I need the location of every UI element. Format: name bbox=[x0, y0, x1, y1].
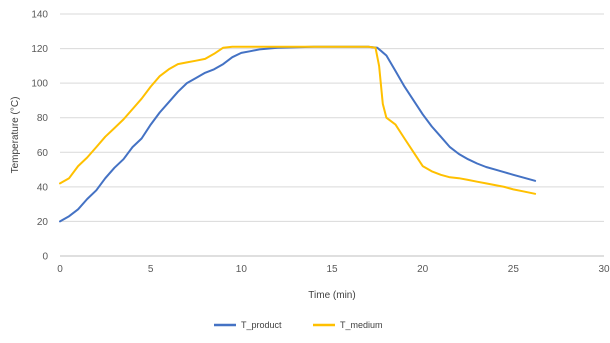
x-tick-label: 15 bbox=[326, 264, 338, 275]
x-tick-label: 20 bbox=[417, 264, 429, 275]
legend-label: T_medium bbox=[340, 320, 383, 330]
y-axis-ticks: 0 20 40 60 80 100 120 140 bbox=[31, 10, 48, 263]
x-tick-label: 25 bbox=[508, 264, 520, 275]
y-tick-label: 60 bbox=[37, 148, 49, 159]
x-tick-label: 5 bbox=[148, 264, 154, 275]
y-tick-label: 20 bbox=[37, 217, 49, 228]
y-tick-label: 120 bbox=[31, 44, 48, 55]
legend-label: T_product bbox=[241, 320, 282, 330]
x-tick-label: 30 bbox=[598, 264, 610, 275]
y-tick-label: 40 bbox=[37, 182, 49, 193]
y-tick-label: 140 bbox=[31, 10, 48, 21]
series-lines bbox=[59, 45, 537, 223]
x-axis-ticks: 0 5 10 15 20 25 30 bbox=[57, 264, 610, 275]
series-line-t-medium bbox=[59, 45, 537, 195]
series-line-t-product bbox=[59, 45, 537, 223]
x-tick-label: 0 bbox=[57, 264, 63, 275]
y-tick-label: 100 bbox=[31, 79, 48, 90]
legend: T_product T_medium bbox=[214, 320, 383, 330]
x-axis-title: Time (min) bbox=[308, 290, 355, 301]
gridlines bbox=[60, 13, 604, 222]
y-tick-label: 80 bbox=[37, 113, 49, 124]
x-tick-label: 10 bbox=[236, 264, 248, 275]
y-axis-title: Temperature (°C) bbox=[10, 97, 21, 174]
y-tick-label: 0 bbox=[42, 252, 48, 263]
